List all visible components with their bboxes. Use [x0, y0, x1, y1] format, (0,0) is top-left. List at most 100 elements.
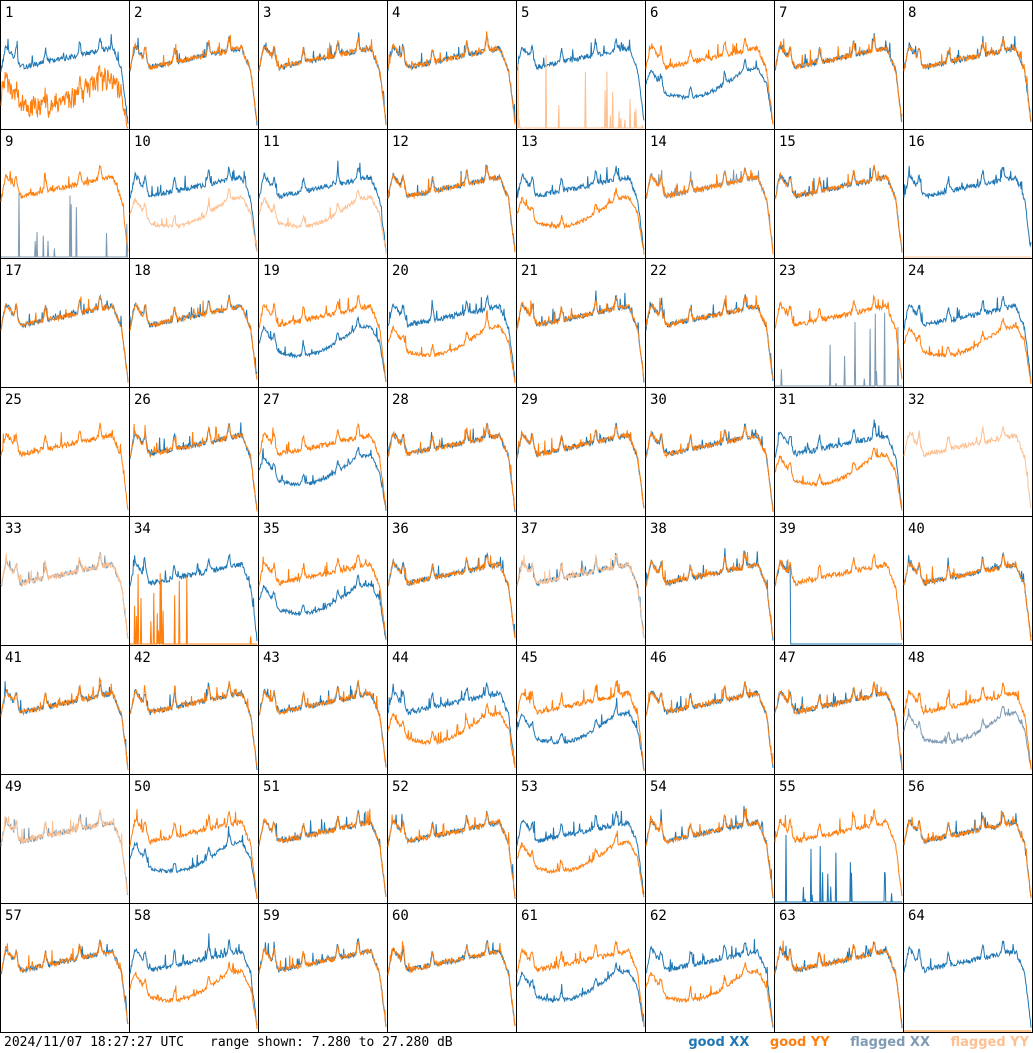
panel-41: 41 — [0, 645, 130, 775]
series-yy — [645, 808, 774, 897]
series-xx — [129, 826, 258, 900]
panel-15: 15 — [774, 129, 904, 259]
series-xx — [516, 810, 645, 895]
series-xx — [129, 166, 258, 251]
series-yy — [0, 164, 129, 252]
series-yy — [516, 297, 645, 380]
series-xx — [516, 697, 645, 771]
series-yy — [258, 808, 387, 898]
series-xx — [129, 553, 258, 642]
series-yy — [129, 680, 258, 767]
panel-10: 10 — [129, 129, 259, 259]
panel-label: 7 — [779, 5, 787, 21]
series-xx — [775, 312, 902, 387]
panel-35: 35 — [258, 516, 388, 646]
panel-label: 8 — [908, 5, 916, 21]
panel-label: 32 — [908, 392, 925, 408]
panel-49: 49 — [0, 774, 130, 904]
panel-55: 55 — [774, 774, 904, 904]
panel-label: 35 — [263, 521, 280, 537]
series-xx — [516, 38, 645, 121]
panel-label: 61 — [521, 908, 538, 924]
series-xx — [645, 805, 774, 899]
series-yy — [903, 810, 1032, 899]
series-yy — [517, 54, 644, 129]
series-yy — [129, 188, 258, 253]
series-xx — [903, 165, 1032, 248]
panel-45: 45 — [516, 645, 646, 775]
series-yy — [645, 37, 774, 125]
panel-label: 47 — [779, 650, 796, 666]
legend-good-xx: good XX — [688, 1035, 750, 1050]
panel-58: 58 — [129, 903, 259, 1033]
panel-label: 42 — [134, 650, 151, 666]
series-yy — [258, 941, 387, 1027]
panel-34: 34 — [129, 516, 259, 646]
panel-label: 21 — [521, 263, 538, 279]
series-xx — [645, 548, 774, 641]
series-yy — [516, 423, 645, 509]
series-yy — [0, 677, 129, 771]
panel-29: 29 — [516, 387, 646, 517]
series-yy — [387, 31, 516, 125]
series-xx — [645, 938, 774, 1028]
series-xx — [903, 705, 1032, 768]
panel-label: 5 — [521, 5, 529, 21]
panel-9: 9 — [0, 129, 130, 259]
series-yy — [645, 551, 774, 637]
panel-label: 50 — [134, 779, 151, 795]
series-xx — [774, 165, 903, 253]
series-xx — [903, 940, 1032, 1028]
series-yy — [387, 309, 516, 384]
series-xx — [0, 812, 129, 896]
series-xx — [516, 290, 645, 383]
panel-40: 40 — [903, 516, 1033, 646]
series-yy — [387, 555, 516, 639]
panel-label: 57 — [5, 908, 22, 924]
panel-39: 39 — [774, 516, 904, 646]
series-yy — [258, 422, 387, 509]
panel-label: 1 — [5, 5, 13, 21]
panel-label: 63 — [779, 908, 796, 924]
panel-63: 63 — [774, 903, 904, 1033]
panel-42: 42 — [129, 645, 259, 775]
panel-64: 64 — [903, 903, 1033, 1033]
series-xx — [258, 315, 387, 382]
panel-1: 1 — [0, 0, 130, 130]
series-xx — [258, 160, 387, 252]
panel-5: 5 — [516, 0, 646, 130]
series-xx — [903, 295, 1032, 383]
series-xx — [774, 559, 902, 645]
series-xx — [258, 447, 387, 511]
panel-label: 40 — [908, 521, 925, 537]
panel-label: 22 — [650, 263, 667, 279]
legend: good XX good YY flagged XX flagged YY — [672, 1034, 1029, 1052]
panel-label: 64 — [908, 908, 925, 924]
panel-label: 45 — [521, 650, 538, 666]
panel-18: 18 — [129, 258, 259, 388]
series-xx — [645, 58, 774, 125]
panel-54: 54 — [645, 774, 775, 904]
series-yy — [903, 554, 1032, 642]
panel-label: 58 — [134, 908, 151, 924]
panel-53: 53 — [516, 774, 646, 904]
series-yy — [516, 679, 645, 771]
series-yy — [129, 296, 258, 380]
panel-label: 36 — [392, 521, 409, 537]
panel-44: 44 — [387, 645, 517, 775]
series-xx — [387, 810, 516, 899]
panel-label: 60 — [392, 908, 409, 924]
panel-14: 14 — [645, 129, 775, 259]
panel-60: 60 — [387, 903, 517, 1033]
panel-label: 34 — [134, 521, 151, 537]
panel-37: 37 — [516, 516, 646, 646]
panel-19: 19 — [258, 258, 388, 388]
panel-label: 17 — [5, 263, 22, 279]
series-yy — [258, 189, 387, 255]
series-yy — [129, 809, 258, 900]
series-yy — [258, 36, 387, 125]
series-xx — [775, 834, 902, 903]
panel-25: 25 — [0, 387, 130, 517]
panel-22: 22 — [645, 258, 775, 388]
series-yy — [0, 553, 129, 639]
